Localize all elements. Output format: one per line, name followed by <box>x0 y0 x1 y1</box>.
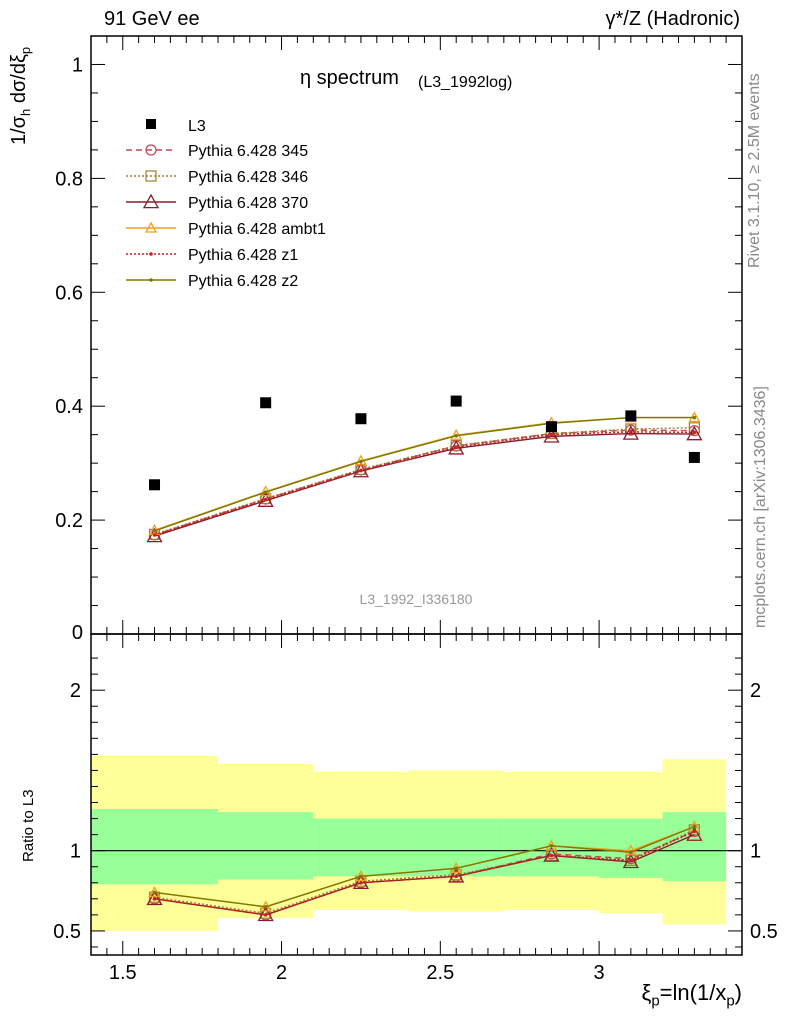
data-point-l3 <box>355 413 367 425</box>
legend-marker <box>145 144 157 156</box>
series-marker <box>692 829 697 834</box>
series-marker <box>543 847 560 862</box>
main-y-tick-label: 0.6 <box>55 282 83 304</box>
series-marker <box>148 886 161 898</box>
main-y-tick-label-zero: 0 <box>72 622 83 644</box>
main-y-tick-label: 0.8 <box>55 168 83 190</box>
ratio-inner-band <box>91 808 219 885</box>
series-marker <box>686 826 703 841</box>
plot-title: η spectrum <box>300 67 399 89</box>
plot-title-sub: (L3_1992log) <box>418 74 512 91</box>
series-marker <box>359 459 363 464</box>
legend-marker-l3 <box>146 119 156 129</box>
series-marker <box>359 874 363 879</box>
x-tick-label: 3 <box>594 962 605 984</box>
series-marker <box>146 890 163 906</box>
legend-label-l3: L3 <box>188 118 206 135</box>
series-marker <box>686 425 703 441</box>
data-point-l3 <box>545 421 557 433</box>
main-y-tick-label: 0.4 <box>55 396 83 418</box>
legend-marker <box>149 252 153 256</box>
series-marker <box>454 445 458 449</box>
series-marker <box>692 430 697 435</box>
legend-label: Pythia 6.428 z1 <box>188 247 298 264</box>
series-marker <box>543 428 560 443</box>
series-line <box>154 431 695 536</box>
series-marker <box>359 468 363 473</box>
series-marker <box>448 439 465 455</box>
series-marker <box>629 430 633 434</box>
legend-marker <box>142 193 160 209</box>
ratio-inner-band <box>599 818 663 878</box>
series-marker <box>152 890 157 895</box>
series-marker <box>622 425 639 440</box>
ratio-y-tick-label-right: 1 <box>750 841 761 863</box>
series-marker <box>450 428 463 440</box>
ratio-y-tick-label: 1 <box>70 841 81 863</box>
legend-label: Pythia 6.428 370 <box>188 195 308 212</box>
series-marker <box>146 527 163 543</box>
ratio-y-tick-label-right: 2 <box>750 680 761 702</box>
series-marker <box>152 529 157 533</box>
legend-marker <box>149 278 153 282</box>
series-marker <box>454 866 458 871</box>
series-marker <box>454 434 458 438</box>
series-marker <box>152 897 157 901</box>
ratio-inner-band <box>218 812 314 880</box>
ratio-y-tick-label: 2 <box>70 680 81 702</box>
series-marker <box>629 858 633 863</box>
legend: L3 Pythia 6.428 345 Pythia 6.428 346 Pythia… <box>126 118 326 290</box>
series-marker <box>624 844 637 856</box>
series-marker <box>152 533 157 537</box>
ratio-plot-frame <box>90 633 743 956</box>
series-marker <box>549 853 554 858</box>
x-axis-label: ξp=ln(1/xp) <box>641 980 742 1010</box>
ratio-inner-band <box>662 812 727 882</box>
x-tick-label: 2 <box>276 962 287 984</box>
series-marker <box>263 913 268 917</box>
data-point-l3 <box>688 451 700 463</box>
series-marker <box>549 432 554 437</box>
series-marker <box>549 844 554 848</box>
series-marker <box>448 868 465 883</box>
series-marker <box>629 850 633 855</box>
legend-label: Pythia 6.428 ambt1 <box>188 221 326 238</box>
main-y-tick-label: 1 <box>72 54 83 76</box>
series-marker <box>263 490 268 494</box>
legend-label: Pythia 6.428 345 <box>188 143 308 160</box>
data-point-l3 <box>260 397 272 409</box>
ratio-y-tick-label: 0.5 <box>53 921 81 943</box>
series-marker <box>263 497 268 502</box>
analysis-watermark: L3_1992_I336180 <box>360 591 473 607</box>
data-point-l3 <box>625 410 637 422</box>
legend-marker <box>145 170 157 182</box>
header-process-label: 91 GeV ee <box>104 8 200 30</box>
legend-marker <box>144 221 158 233</box>
ratio-plot: 0.5 0.5 1 1 2 2 1.5 2 2.5 3 <box>53 36 778 984</box>
ratio-inner-band <box>313 818 409 877</box>
data-point-l3 <box>450 395 462 407</box>
series-marker <box>359 880 363 885</box>
legend-label: Pythia 6.428 346 <box>188 169 308 186</box>
series-line <box>154 429 695 536</box>
series-marker <box>352 462 370 478</box>
main-plot: 0.2 0.4 0.6 0.8 1 0 η spectrum (L3_1992log) L3_1… <box>55 35 743 644</box>
x-tick-label: 1.5 <box>109 962 137 984</box>
series-marker <box>692 824 697 829</box>
series-line <box>154 432 695 537</box>
x-tick-label: 2.5 <box>426 962 454 984</box>
data-point-l3 <box>149 479 161 491</box>
series-marker <box>263 905 268 909</box>
series-marker <box>622 853 639 869</box>
series-marker <box>692 415 697 420</box>
header-final-state-label: γ*/Z (Hadronic) <box>605 8 740 30</box>
main-y-tick-label: 0.2 <box>55 510 83 532</box>
legend-label: Pythia 6.428 z2 <box>188 273 298 290</box>
series-marker <box>454 874 458 879</box>
ratio-y-tick-label-right: 0.5 <box>750 921 778 943</box>
